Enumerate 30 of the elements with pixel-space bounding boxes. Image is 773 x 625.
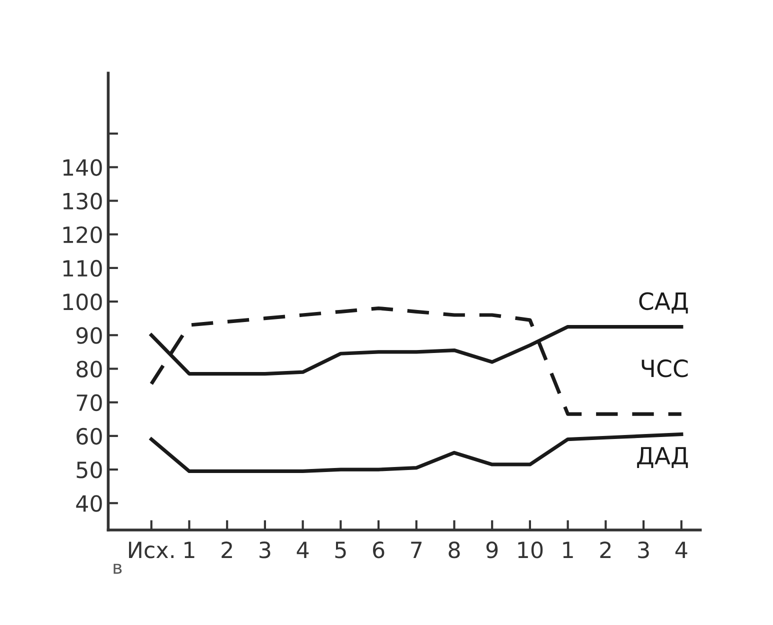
x-tick-label: 1 — [563, 542, 573, 558]
y-tick-label: 80 — [76, 360, 102, 378]
y-tick-label: 40 — [76, 495, 102, 512]
series-label: ДАД — [637, 447, 688, 468]
x-tick-label: 5 — [335, 542, 346, 558]
series-label: САД — [639, 292, 688, 314]
y-tick-label: 90 — [76, 327, 102, 344]
y-tick-label: 140 — [63, 159, 102, 176]
y-tick-label: 50 — [76, 461, 102, 478]
x-tick-label: 1 — [184, 542, 194, 558]
x-tick-label: 9 — [486, 542, 498, 558]
x-tick-label: 8 — [448, 542, 460, 558]
x-tick-label: 6 — [373, 542, 384, 558]
y-tick-label: 70 — [76, 394, 102, 412]
x-tick-label: 2 — [222, 542, 232, 558]
x-tick-label: 4 — [296, 542, 309, 558]
y-tick-label: 120 — [63, 226, 102, 244]
x-tick-label: 4 — [675, 542, 688, 558]
x-tick-label: 2 — [600, 542, 611, 558]
text: в — [114, 564, 122, 574]
x-tick-label: 7 — [411, 542, 422, 558]
series-label: ЧСС — [642, 359, 688, 378]
x-tick-label: 3 — [638, 542, 649, 558]
x-tick-label: 3 — [260, 542, 270, 558]
y-tick-label: 110 — [63, 260, 102, 277]
x-tick-label: Исх. — [129, 542, 174, 558]
x-tick-label: 10 — [518, 542, 543, 558]
y-tick-label: 130 — [63, 192, 102, 210]
y-tick-label: 100 — [63, 294, 102, 310]
y-tick-label: 60 — [76, 428, 102, 445]
